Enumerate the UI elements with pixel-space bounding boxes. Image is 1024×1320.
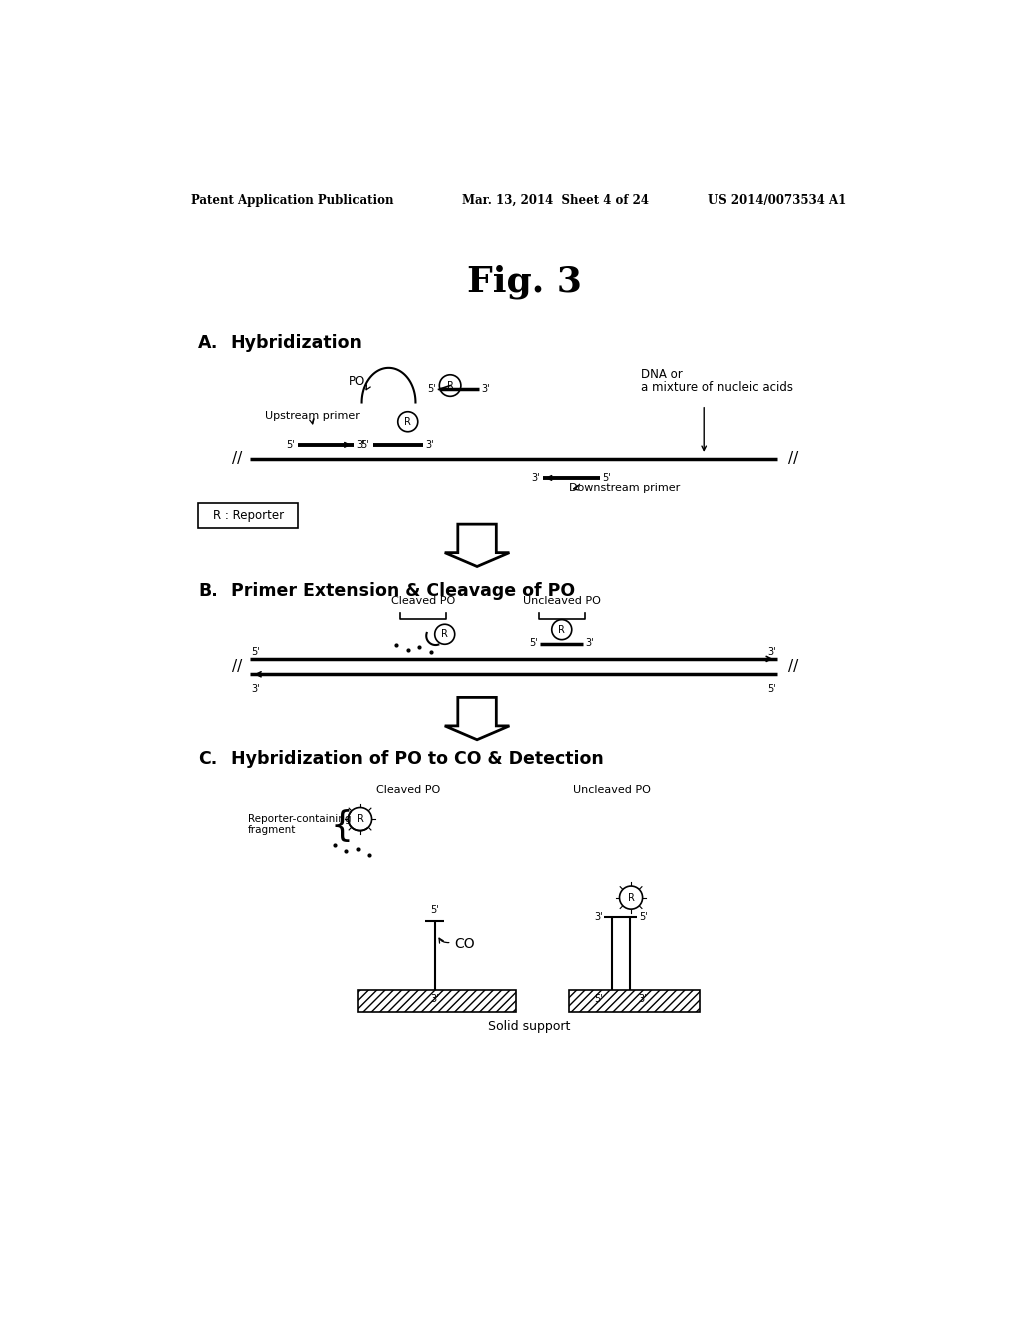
Text: R: R — [628, 892, 635, 903]
Text: Patent Application Publication: Patent Application Publication — [190, 194, 393, 207]
Polygon shape — [444, 524, 509, 566]
Text: Downstream primer: Downstream primer — [569, 483, 681, 492]
Polygon shape — [444, 697, 509, 739]
Text: 5': 5' — [360, 440, 370, 450]
Text: R: R — [441, 630, 449, 639]
Text: Hybridization of PO to CO & Detection: Hybridization of PO to CO & Detection — [230, 750, 603, 768]
Text: 5': 5' — [602, 473, 611, 483]
Text: Primer Extension & Cleavage of PO: Primer Extension & Cleavage of PO — [230, 582, 574, 601]
Text: 5': 5' — [252, 647, 260, 656]
Text: Cleaved PO: Cleaved PO — [376, 785, 440, 795]
Text: US 2014/0073534 A1: US 2014/0073534 A1 — [708, 194, 846, 207]
Text: Solid support: Solid support — [487, 1020, 570, 1034]
Text: 5': 5' — [529, 639, 538, 648]
Text: Fig. 3: Fig. 3 — [467, 264, 583, 298]
Text: //: // — [787, 451, 798, 466]
Text: Mar. 13, 2014  Sheet 4 of 24: Mar. 13, 2014 Sheet 4 of 24 — [462, 194, 648, 207]
Text: a mixture of nucleic acids: a mixture of nucleic acids — [641, 381, 793, 395]
Text: 3': 3' — [639, 994, 647, 1003]
Text: {: { — [331, 809, 353, 843]
Text: //: // — [787, 659, 798, 675]
Text: PO: PO — [349, 375, 366, 388]
Text: //: // — [231, 659, 242, 675]
Text: 5': 5' — [639, 912, 647, 921]
Text: R: R — [558, 624, 565, 635]
Text: //: // — [231, 451, 242, 466]
Text: R: R — [446, 380, 454, 391]
Text: 5': 5' — [286, 440, 295, 450]
Text: Uncleaved PO: Uncleaved PO — [523, 597, 601, 606]
Text: 5': 5' — [594, 994, 602, 1003]
Text: Uncleaved PO: Uncleaved PO — [572, 785, 650, 795]
Text: CO: CO — [454, 937, 474, 950]
Text: A.: A. — [199, 334, 219, 352]
Text: 3': 3' — [425, 440, 434, 450]
Text: 3': 3' — [481, 384, 490, 395]
Text: 3': 3' — [430, 994, 439, 1003]
Text: B.: B. — [199, 582, 218, 601]
Text: 3': 3' — [594, 912, 602, 921]
Text: 3': 3' — [531, 473, 541, 483]
Bar — [199, 503, 298, 528]
Text: 3': 3' — [252, 684, 260, 693]
Text: Upstream primer: Upstream primer — [265, 412, 360, 421]
Text: 5': 5' — [430, 904, 439, 915]
Text: R : Reporter: R : Reporter — [213, 510, 284, 523]
Text: 3': 3' — [767, 647, 776, 656]
Text: C.: C. — [199, 750, 217, 768]
Text: DNA or: DNA or — [641, 367, 683, 380]
Text: 5': 5' — [427, 384, 435, 395]
Text: 3': 3' — [356, 440, 365, 450]
Text: Hybridization: Hybridization — [230, 334, 362, 352]
Text: 5': 5' — [767, 684, 776, 693]
Text: 3': 3' — [586, 639, 594, 648]
Text: Reporter-containing
fragment: Reporter-containing fragment — [248, 813, 351, 836]
Text: R: R — [404, 417, 412, 426]
Bar — [569, 990, 700, 1011]
Text: R: R — [356, 814, 364, 824]
Bar — [357, 990, 515, 1011]
Text: Cleaved PO: Cleaved PO — [391, 597, 456, 606]
